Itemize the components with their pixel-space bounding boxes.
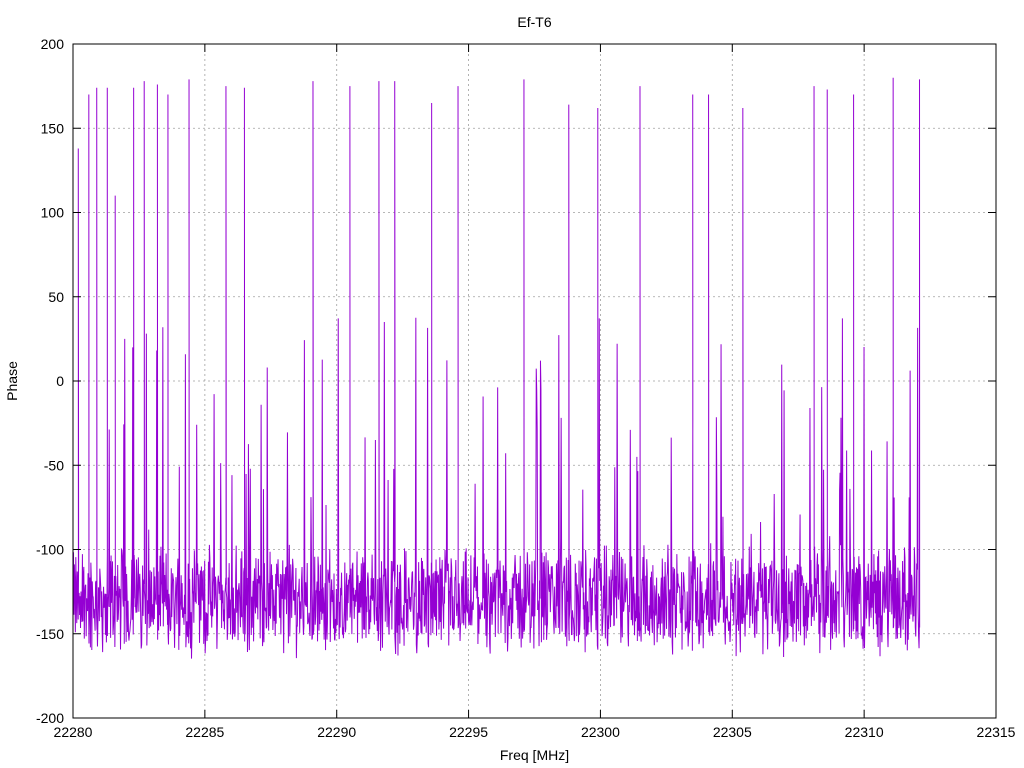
- y-axis-title: Phase: [4, 361, 20, 401]
- phase-series-line: [72, 77, 921, 659]
- x-tick-label: 22315: [977, 724, 1016, 740]
- y-tick-label: 0: [56, 373, 64, 389]
- axis-ticks: [72, 43, 997, 719]
- y-tick-label: -50: [44, 457, 64, 473]
- y-tick-label: -200: [36, 710, 64, 726]
- y-tick-label: 100: [41, 205, 65, 221]
- x-axis-title: Freq [MHz]: [500, 747, 569, 763]
- chart-title: Ef-T6: [517, 14, 551, 30]
- x-tick-label: 22295: [449, 724, 488, 740]
- tick-labels: 22280 22285 22290 22295 22300 22305 22310 22315…: [36, 36, 1016, 740]
- x-tick-label: 22305: [713, 724, 752, 740]
- y-tick-label: 200: [41, 36, 65, 52]
- x-tick-label: 22310: [845, 724, 884, 740]
- y-tick-label: 50: [48, 289, 64, 305]
- x-tick-label: 22290: [317, 724, 356, 740]
- series-layer: [72, 77, 921, 659]
- x-tick-label: 22280: [54, 724, 93, 740]
- x-tick-label: 22300: [581, 724, 620, 740]
- y-tick-label: -100: [36, 542, 64, 558]
- y-tick-label: -150: [36, 626, 64, 642]
- x-tick-label: 22285: [185, 724, 224, 740]
- y-tick-label: 150: [41, 120, 65, 136]
